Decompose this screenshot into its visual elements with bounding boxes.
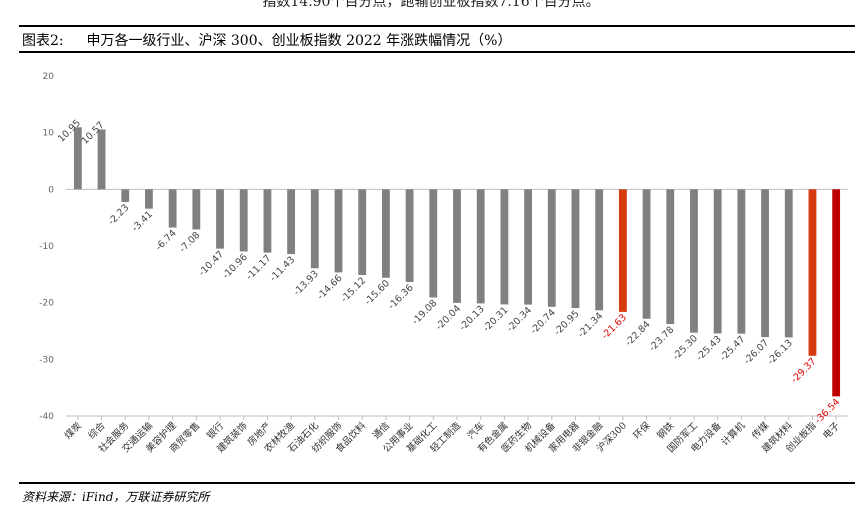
- bar: [381, 189, 390, 278]
- bar: [808, 189, 817, 356]
- data-label: -26.13: [765, 338, 794, 367]
- y-tick-label: -30: [39, 355, 54, 365]
- bar: [761, 189, 769, 338]
- bar: [737, 189, 746, 334]
- bar: [690, 189, 698, 333]
- bar: [500, 189, 509, 305]
- data-label: -20.04: [434, 303, 463, 332]
- bar: [73, 127, 82, 190]
- bar: [121, 189, 130, 202]
- data-label: -23.78: [647, 324, 676, 353]
- x-tick-label: 计算机: [719, 419, 748, 448]
- x-tick-label: 环保: [631, 419, 653, 441]
- figure-title: 图表2: 申万各一级行业、沪深 300、创业板指数 2022 年涨跌幅情况（%）: [22, 30, 511, 50]
- title-bottom-rule: [19, 51, 855, 53]
- bar: [168, 189, 177, 228]
- preceding-text-fragment: 指数14.90个百分点，跑输创业板指数7.16个百分点。: [262, 0, 600, 10]
- bar: [287, 189, 296, 255]
- bar: [618, 189, 627, 312]
- data-label: -2.23: [106, 202, 131, 227]
- bar: [784, 189, 793, 338]
- bar: [97, 129, 106, 190]
- source-note: 资料来源：iFind，万联证券研究所: [22, 490, 210, 504]
- data-label: -20.31: [481, 305, 510, 334]
- bar: [334, 189, 343, 273]
- y-tick-label: 0: [48, 185, 54, 195]
- data-label: -21.63: [600, 312, 629, 341]
- data-label: -29.37: [789, 356, 818, 385]
- data-label: -36.54: [813, 397, 842, 426]
- bar: [216, 189, 224, 249]
- bar: [429, 189, 438, 298]
- bar: [595, 189, 604, 311]
- figure-title-text: 申万各一级行业、沪深 300、创业板指数 2022 年涨跌幅情况（%）: [86, 33, 512, 49]
- data-label: -25.43: [694, 334, 723, 363]
- y-tick-label: -10: [39, 242, 54, 252]
- bar: [547, 189, 556, 307]
- bar: [239, 189, 248, 252]
- bar: [476, 189, 485, 304]
- title-top-rule: [19, 25, 855, 27]
- chart-bottom-rule: [19, 482, 855, 484]
- bar: [713, 189, 722, 334]
- y-tick-label: -20: [39, 299, 54, 309]
- bar: [832, 189, 841, 397]
- bar: [192, 189, 201, 230]
- bar: [405, 189, 414, 283]
- bar: [145, 189, 153, 209]
- y-tick-label: 10: [43, 129, 55, 139]
- bar: [310, 189, 319, 269]
- data-label: -3.41: [130, 209, 155, 234]
- bar: [263, 189, 272, 253]
- bar: [524, 189, 533, 305]
- data-label: -11.43: [268, 254, 297, 283]
- bar: [666, 189, 675, 325]
- x-tick-label: 煤炭: [62, 419, 84, 441]
- y-tick-label: 20: [43, 72, 55, 82]
- bar: [453, 189, 461, 303]
- figure-label: 图表2:: [22, 33, 64, 49]
- bar: [571, 189, 580, 309]
- bar: [358, 189, 367, 276]
- data-label: -7.08: [177, 230, 202, 255]
- bar: [642, 189, 651, 319]
- y-tick-label: -40: [39, 412, 54, 422]
- data-label: -6.74: [154, 228, 179, 253]
